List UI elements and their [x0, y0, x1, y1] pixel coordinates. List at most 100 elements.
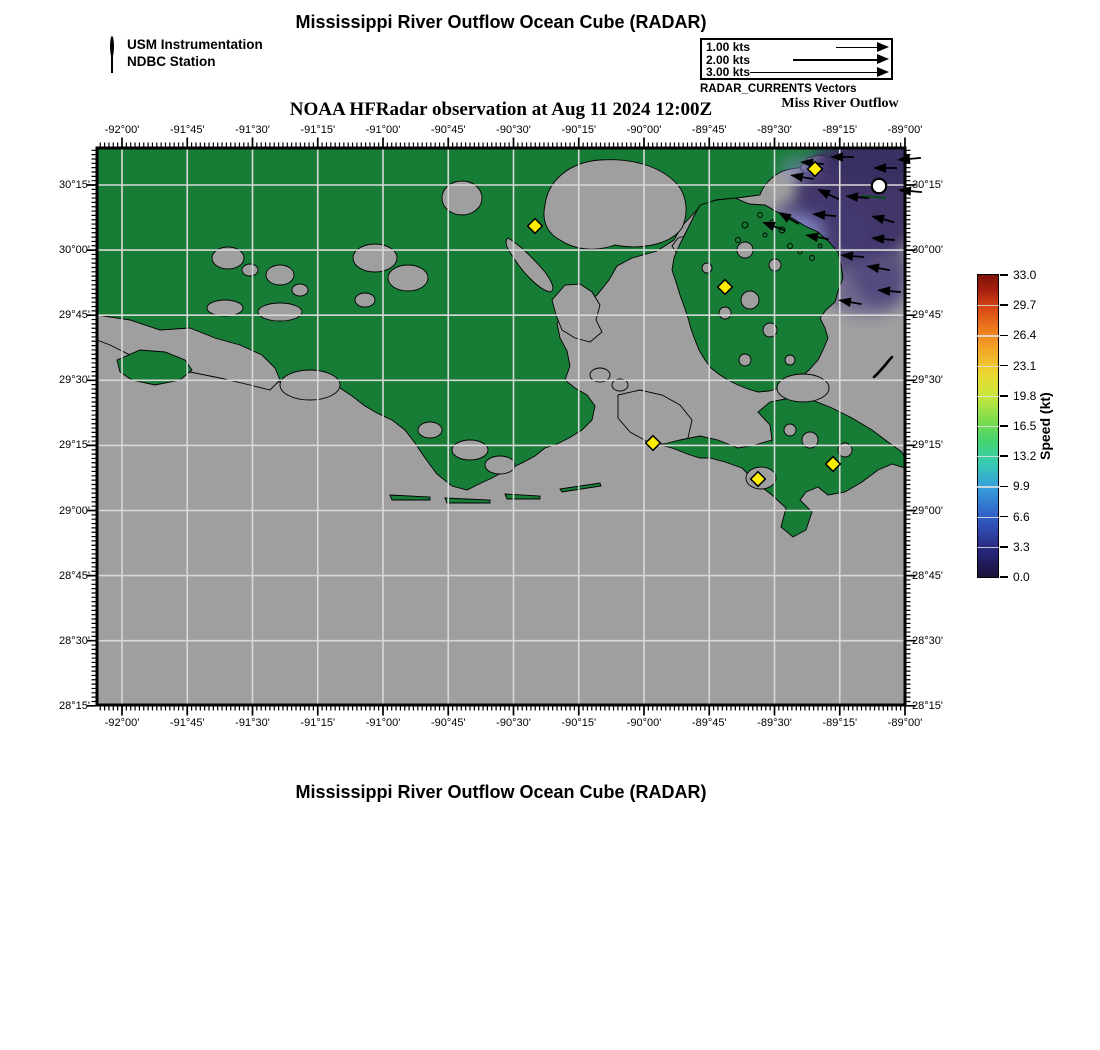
barrier-island: [444, 497, 491, 504]
lat-tick-label-left: 30°00': [59, 244, 90, 257]
bottom-title: Mississippi River Outflow Ocean Cube (RA…: [295, 782, 707, 802]
current-vector-arrow: [871, 214, 895, 225]
usm-station-marker: [870, 177, 888, 195]
inland-lake: [257, 302, 303, 322]
colorbar-tick-mark: [1000, 576, 1008, 578]
marsh-islet: [787, 243, 793, 249]
colorbar-tick-mark: [1000, 546, 1008, 548]
legend-label-usm: USM Instrumentation: [127, 37, 263, 52]
marsh-islet: [741, 221, 749, 229]
marsh-islet: [762, 232, 768, 238]
vector-field-caption: RADAR_CURRENTS Vectors: [700, 83, 857, 95]
ndbc-station-marker: [749, 470, 767, 488]
colorbar-tick-label: 19.8: [1013, 388, 1037, 403]
current-vectors: [762, 152, 922, 307]
region-label: Miss River Outflow: [781, 96, 899, 111]
lon-tick-label-top: -92°00': [104, 124, 140, 136]
current-vector-arrow: [812, 210, 836, 220]
lon-tick-label-bottom: -90°15': [561, 717, 597, 729]
colorbar-tick-label: 13.2: [1013, 449, 1037, 464]
vector-scale-label-3kt: 3.00 kts: [706, 65, 751, 79]
lat-tick-label-right: 28°15': [912, 699, 943, 712]
colorbar-tick-label: 26.4: [1013, 328, 1037, 343]
breton-sound: [776, 373, 830, 403]
marsh-pond: [762, 322, 778, 338]
lat-tick-label-right: 28°30': [912, 634, 943, 647]
lon-tick-label-bottom: -91°00': [365, 717, 401, 729]
vector-arrowhead-icon: [877, 54, 889, 65]
current-vector-arrow: [871, 234, 895, 244]
lon-tick-label-bottom: -90°00': [626, 717, 662, 729]
vector-scale-row: 1.00 kts: [702, 41, 891, 54]
vector-scale-row: 2.00 kts: [702, 52, 891, 67]
current-vector-arrow: [790, 172, 814, 182]
lon-tick-label-bottom: -91°45': [169, 717, 205, 729]
lon-tick-label-top: -90°45': [430, 124, 466, 136]
ndbc-diamond-icon: [110, 54, 123, 73]
barrier-island: [389, 494, 431, 501]
current-vector-arrow: [762, 221, 785, 232]
lat-tick-label-left: 29°45': [59, 309, 90, 322]
ndbc-station-marker: [644, 434, 662, 452]
major-ticks: [121, 137, 906, 147]
inland-lake: [589, 367, 611, 383]
lon-tick-label-bottom: -89°15': [822, 717, 858, 729]
colorbar-tick-mark: [1000, 274, 1008, 276]
lon-tick-label-top: -90°30': [496, 124, 531, 136]
colorbar-tick-label: 33.0: [1013, 268, 1037, 282]
marsh-islet: [809, 255, 815, 261]
map-plot-area: [86, 137, 922, 716]
lon-tick-label-bottom: -89°30': [757, 717, 792, 729]
marsh-island: [116, 349, 193, 386]
map-canvas: [86, 137, 922, 716]
inland-lake: [291, 283, 309, 297]
colorbar-tick-mark: [1000, 334, 1008, 337]
major-ticks: [906, 184, 916, 707]
lat-tick-label-right: 29°00': [912, 504, 943, 517]
lat-tick-label-right: 29°30': [912, 374, 943, 387]
lon-tick-label-bottom: -89°00': [887, 717, 923, 729]
current-vector-arrow: [817, 189, 840, 200]
ndbc-station-marker: [824, 455, 842, 473]
minor-ticks: [99, 142, 902, 147]
current-vector-arrow: [873, 163, 897, 173]
marsh-islet: [735, 237, 741, 243]
page-title: Mississippi River Outflow Ocean Cube (RA…: [295, 12, 707, 32]
current-vector-arrow: [898, 186, 922, 196]
current-vector-arrow: [866, 263, 890, 273]
coastal-wisp: [861, 194, 887, 200]
lon-tick-label-bottom: -89°45': [691, 717, 727, 729]
colorbar-segment-line: [977, 395, 999, 397]
lake-maurepas: [441, 180, 483, 216]
marsh-pond: [738, 353, 752, 367]
inland-lake: [206, 299, 244, 317]
colorbar-segment-line: [977, 305, 999, 307]
marsh-pond: [783, 423, 797, 437]
marsh-pond: [801, 431, 819, 449]
colorbar-tick-mark: [1000, 395, 1008, 397]
current-vector-arrow: [897, 154, 921, 164]
marsh-islet: [757, 212, 763, 218]
minor-ticks: [906, 149, 911, 703]
inland-lake: [241, 263, 259, 277]
lac-des-allemands: [551, 283, 603, 343]
vector-arrow-shaft: [836, 46, 878, 49]
marsh-pond: [740, 290, 760, 310]
vector-scale-label-1kt: 1.00 kts: [706, 40, 751, 54]
lat-tick-label-left: 28°30': [59, 634, 90, 647]
inland-lake: [354, 292, 376, 308]
barrier-island: [559, 482, 602, 493]
lat-tick-label-left: 28°15': [59, 699, 90, 712]
colorbar-tick-mark: [1000, 304, 1008, 306]
vector-arrow-shaft: [793, 59, 878, 61]
current-vector-arrow: [845, 192, 869, 202]
colorbar-tick-label: 23.1: [1013, 358, 1037, 373]
vector-arrowhead-icon: [877, 66, 889, 77]
colorbar-tick-mark: [1000, 364, 1008, 367]
major-ticks: [86, 184, 96, 707]
vector-scale-label-2kt: 2.00 kts: [706, 52, 751, 67]
vector-scale-box: 1.00 kts 2.00 kts 3.00 kts: [700, 38, 893, 80]
lat-tick-label-left: 29°30': [59, 374, 90, 387]
inland-lake: [352, 243, 398, 273]
major-ticks: [121, 706, 906, 716]
